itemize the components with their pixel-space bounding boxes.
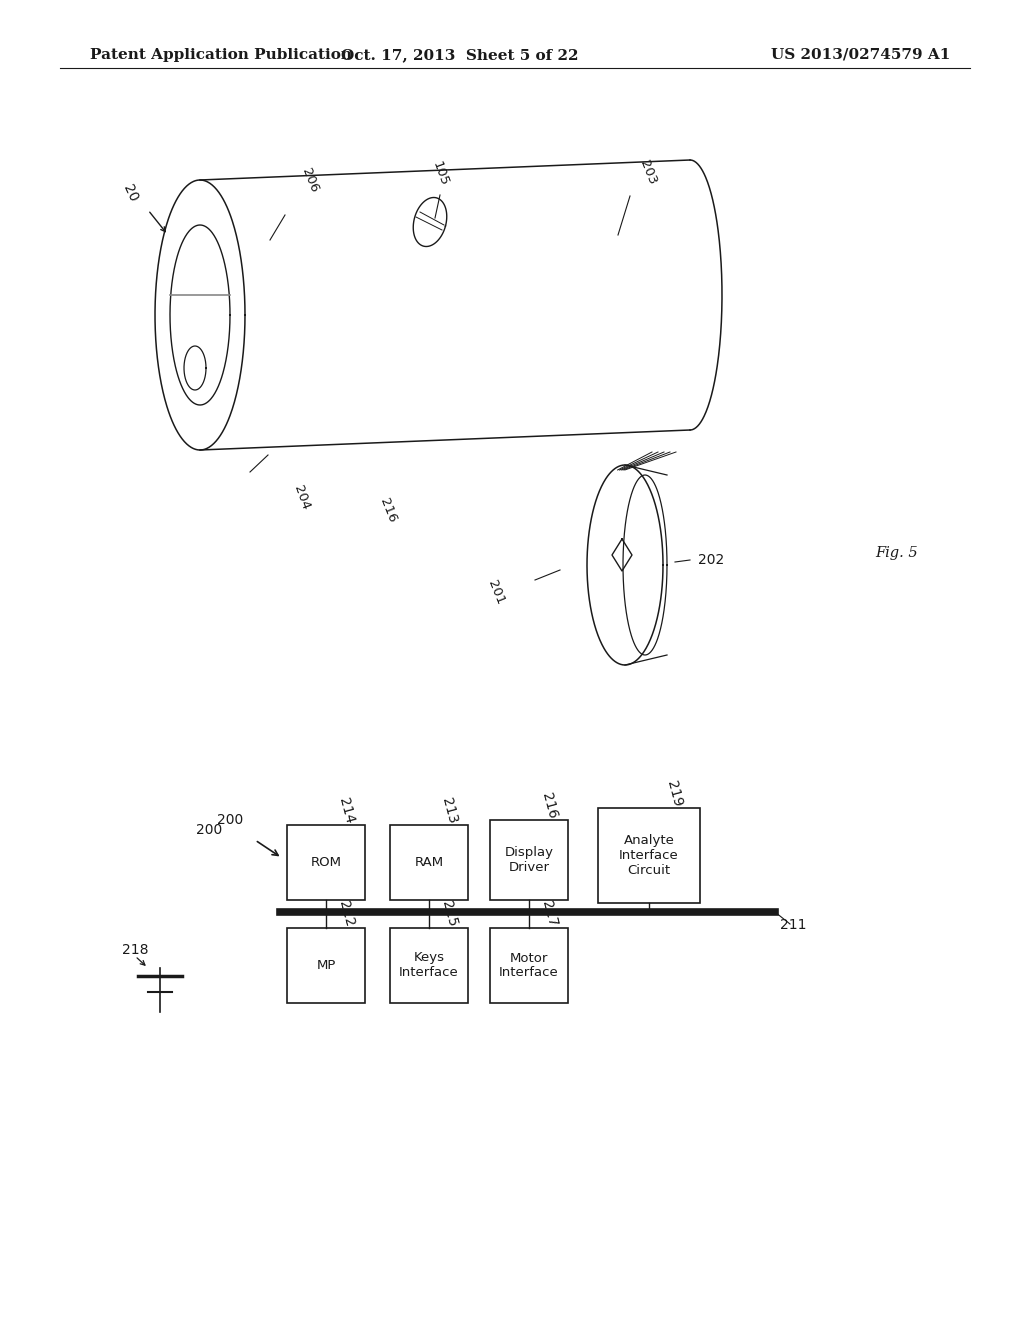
Text: 201: 201 [485,578,507,606]
Text: 105: 105 [429,160,451,189]
Text: RAM: RAM [415,855,443,869]
Text: Motor
Interface: Motor Interface [499,952,559,979]
Bar [287,825,365,900]
Text: 20: 20 [120,182,140,203]
Text: US 2013/0274579 A1: US 2013/0274579 A1 [771,48,950,62]
Text: Display
Driver: Display Driver [505,846,554,874]
Text: MP: MP [316,960,336,972]
Text: 204: 204 [292,484,312,512]
Bar [598,808,700,903]
Text: 212: 212 [336,899,356,928]
Text: 214: 214 [336,796,356,825]
Bar [390,825,468,900]
Text: 215: 215 [439,899,459,928]
Text: 216: 216 [539,792,559,821]
Text: 219: 219 [664,779,684,809]
Text: 206: 206 [299,166,321,194]
Text: Patent Application Publication: Patent Application Publication [90,48,352,62]
Text: ROM: ROM [310,855,341,869]
Bar [287,928,365,1003]
Bar [490,928,568,1003]
Text: Analyte
Interface
Circuit: Analyte Interface Circuit [620,834,679,876]
Text: 200: 200 [196,822,222,837]
Text: 216: 216 [377,496,398,524]
Text: Oct. 17, 2013  Sheet 5 of 22: Oct. 17, 2013 Sheet 5 of 22 [341,48,579,62]
Text: 218: 218 [122,942,148,957]
Text: 202: 202 [698,553,724,568]
Text: 203: 203 [637,158,658,186]
Bar [390,928,468,1003]
Text: 217: 217 [539,899,559,928]
Text: 211: 211 [780,917,807,932]
Text: Keys
Interface: Keys Interface [399,952,459,979]
Text: 213: 213 [439,796,459,825]
Text: 200: 200 [217,813,243,828]
Bar [490,820,568,900]
Text: Fig. 5: Fig. 5 [874,546,918,560]
